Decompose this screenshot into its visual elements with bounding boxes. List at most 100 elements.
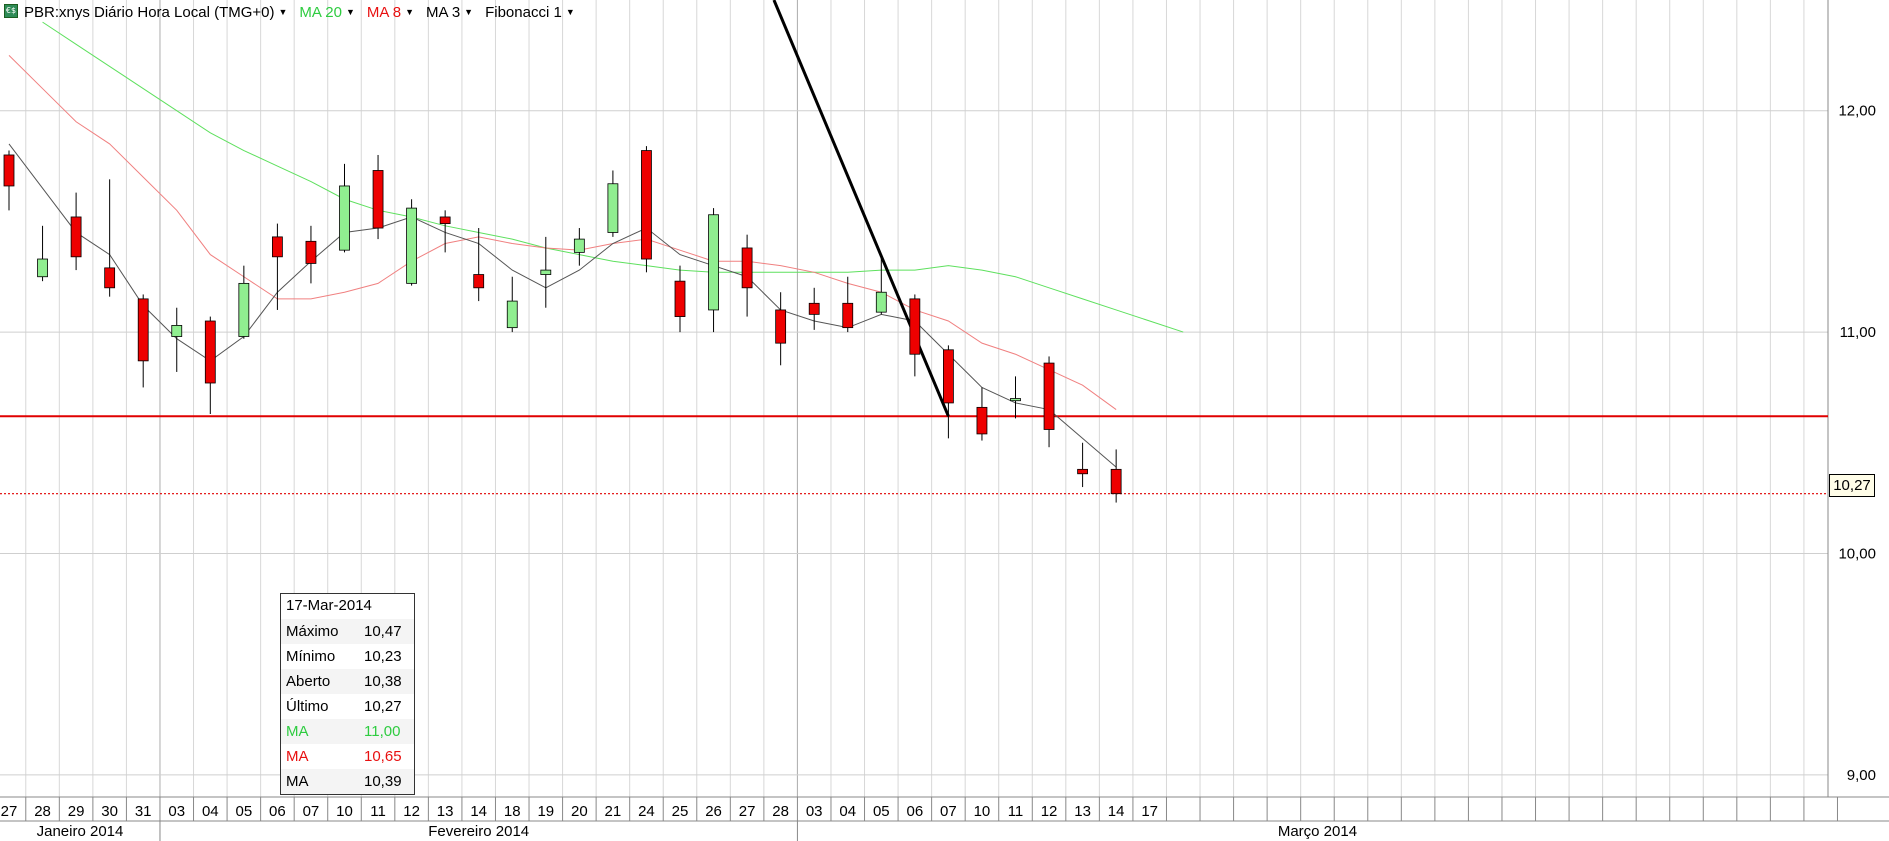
x-tick-label: 03 bbox=[806, 803, 823, 820]
chevron-down-icon: ▼ bbox=[345, 7, 355, 17]
symbol-label: PBR:xnys Diário Hora Local (TMG+0) bbox=[24, 3, 275, 21]
candle-body bbox=[3, 154, 15, 187]
indicator-ma3[interactable]: MA 3 ▼ bbox=[426, 4, 473, 21]
x-tick-label: 10 bbox=[336, 803, 353, 820]
candle-body bbox=[641, 150, 652, 260]
candle-body bbox=[842, 302, 854, 329]
x-tick-label: 27 bbox=[739, 803, 756, 820]
candle-body bbox=[339, 185, 350, 251]
candle-body bbox=[1077, 468, 1088, 475]
candle-body bbox=[943, 349, 954, 404]
x-tick-label: 04 bbox=[839, 803, 856, 820]
x-tick-label: 28 bbox=[34, 803, 51, 820]
candle-body bbox=[305, 240, 317, 264]
ma3-line bbox=[8, 143, 1117, 468]
x-tick-label: 14 bbox=[470, 803, 487, 820]
x-tick-label: 18 bbox=[504, 803, 521, 820]
data-window-label: Último bbox=[286, 698, 329, 715]
indicator-label: MA 20 bbox=[299, 3, 342, 21]
x-tick-label: 21 bbox=[605, 803, 622, 820]
y-tick-label: 11,00 bbox=[1840, 324, 1876, 341]
x-tick-label: 25 bbox=[672, 803, 689, 820]
x-tick-label: 14 bbox=[1108, 803, 1125, 820]
candle-body bbox=[104, 267, 116, 289]
candle-body bbox=[775, 309, 787, 344]
x-tick-label: 24 bbox=[638, 803, 655, 820]
candle-body bbox=[540, 269, 552, 275]
candle-body bbox=[875, 291, 887, 313]
x-tick-label: 19 bbox=[537, 803, 554, 820]
symbol-selector[interactable]: PBR:xnys Diário Hora Local (TMG+0) ▼ bbox=[24, 4, 287, 21]
data-window-label: Máximo bbox=[286, 623, 339, 640]
indicator-fibonacci[interactable]: Fibonacci 1 ▼ bbox=[485, 4, 575, 21]
data-window-value: 11,00 bbox=[364, 723, 401, 740]
indicator-ma8[interactable]: MA 8 ▼ bbox=[367, 4, 414, 21]
candle-body bbox=[909, 298, 921, 355]
candle-body bbox=[406, 207, 418, 284]
x-tick-label: 05 bbox=[873, 803, 890, 820]
data-window-row: Mínimo 10,23 bbox=[281, 644, 414, 669]
data-window-value: 10,23 bbox=[364, 648, 402, 665]
indicator-label: MA 8 bbox=[366, 3, 402, 21]
candle-body bbox=[473, 274, 485, 289]
x-tick-label: 30 bbox=[101, 803, 118, 820]
data-window-value: 10,39 bbox=[364, 773, 402, 790]
candle-body bbox=[741, 247, 753, 289]
candle-body bbox=[372, 170, 384, 229]
data-window-value: 10,47 bbox=[364, 623, 402, 640]
chevron-down-icon: ▼ bbox=[565, 7, 575, 17]
x-tick-label: 10 bbox=[974, 803, 991, 820]
candle-body bbox=[506, 300, 518, 329]
chart-symbol-icon: €$ bbox=[4, 4, 18, 18]
data-window-value: 10,38 bbox=[364, 673, 402, 690]
x-tick-label: 07 bbox=[940, 803, 957, 820]
y-tick-label: 10,00 bbox=[1838, 545, 1876, 562]
x-tick-label: 20 bbox=[571, 803, 588, 820]
chevron-down-icon: ▼ bbox=[405, 7, 414, 17]
month-label: Fevereiro 2014 bbox=[428, 823, 529, 840]
chevron-down-icon: ▼ bbox=[464, 7, 474, 17]
x-tick-label: 11 bbox=[1008, 803, 1024, 820]
data-window-label: MA bbox=[286, 723, 309, 740]
last-price-badge: 10,27 bbox=[1829, 474, 1875, 497]
data-window-row: Aberto 10,38 bbox=[281, 669, 414, 694]
indicator-ma20[interactable]: MA 20 ▼ bbox=[299, 4, 354, 21]
chevron-down-icon: ▼ bbox=[278, 7, 288, 17]
candle-body bbox=[204, 320, 216, 384]
candle-body bbox=[976, 406, 988, 435]
candle-body bbox=[808, 302, 820, 315]
x-tick-label: 12 bbox=[1041, 803, 1058, 820]
month-label: Março 2014 bbox=[1278, 823, 1357, 840]
data-window-value: 10,65 bbox=[364, 748, 402, 765]
data-window-row: MA 10,39 bbox=[281, 769, 414, 794]
x-tick-label: 04 bbox=[202, 803, 219, 820]
candle-body bbox=[674, 280, 686, 317]
candle-body bbox=[137, 298, 149, 362]
candle-body bbox=[1010, 398, 1021, 402]
data-window-label: MA bbox=[286, 748, 309, 765]
data-window-date: 17-Mar-2014 bbox=[286, 597, 372, 614]
ma20-line bbox=[42, 21, 1184, 333]
data-window-label: Mínimo bbox=[286, 648, 336, 665]
data-window-row: MA 11,00 bbox=[281, 719, 414, 744]
candle-body bbox=[708, 214, 719, 311]
data-window-row: MA 10,65 bbox=[281, 744, 414, 769]
month-label: Janeiro 2014 bbox=[37, 823, 124, 840]
x-tick-label: 03 bbox=[168, 803, 185, 820]
x-tick-label: 07 bbox=[303, 803, 320, 820]
candle-body bbox=[171, 325, 183, 337]
x-tick-label: 17 bbox=[1141, 803, 1158, 820]
data-window-row: Último 10,27 bbox=[281, 694, 414, 719]
x-tick-label: 12 bbox=[403, 803, 420, 820]
candle-body bbox=[1043, 362, 1055, 430]
ma8-line bbox=[8, 54, 1117, 410]
x-tick-label: 13 bbox=[1074, 803, 1091, 820]
x-tick-label: 28 bbox=[772, 803, 789, 820]
chart-header: PBR:xnys Diário Hora Local (TMG+0) ▼ MA … bbox=[24, 1, 587, 23]
candle-body bbox=[573, 238, 585, 253]
data-window-label: MA bbox=[286, 773, 309, 790]
candle-body bbox=[439, 216, 451, 225]
trend-line bbox=[772, 0, 950, 417]
x-tick-label: 29 bbox=[68, 803, 85, 820]
